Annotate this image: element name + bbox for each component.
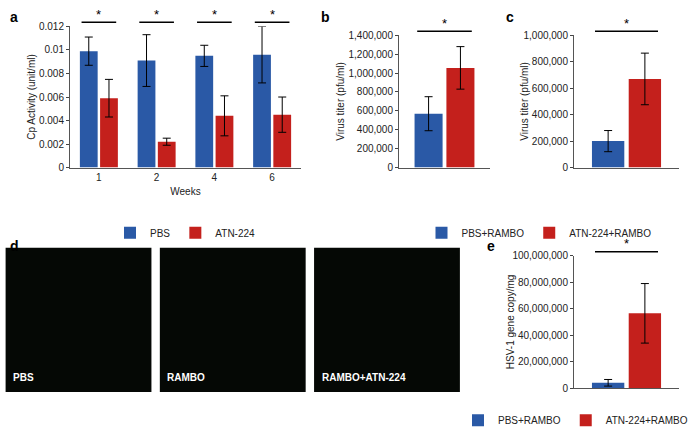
svg-text:RAMBO: RAMBO (167, 372, 205, 383)
svg-text:40,000,000: 40,000,000 (518, 330, 568, 341)
svg-text:0.01: 0.01 (45, 44, 65, 55)
svg-text:0: 0 (562, 162, 568, 173)
svg-text:ATN-224: ATN-224 (215, 228, 255, 239)
svg-text:a: a (10, 9, 18, 25)
svg-text:ATN-224+RAMBO: ATN-224+RAMBO (569, 228, 651, 239)
svg-text:1,000,000: 1,000,000 (349, 68, 394, 79)
svg-text:PBS: PBS (150, 228, 170, 239)
svg-text:0: 0 (58, 162, 64, 173)
svg-text:c: c (506, 9, 514, 25)
svg-text:100,000,000: 100,000,000 (512, 250, 568, 261)
svg-text:800,000: 800,000 (357, 86, 394, 97)
svg-text:800,000: 800,000 (532, 56, 569, 67)
svg-text:b: b (321, 9, 330, 25)
svg-text:400,000: 400,000 (357, 124, 394, 135)
svg-text:e: e (487, 238, 495, 254)
svg-text:Virus titer (pfu/ml): Virus titer (pfu/ml) (519, 62, 530, 141)
svg-text:2: 2 (154, 172, 160, 183)
svg-text:200,000: 200,000 (357, 143, 394, 154)
svg-text:PBS: PBS (13, 372, 34, 383)
svg-text:Virus titer (pfu/ml): Virus titer (pfu/ml) (336, 62, 347, 141)
svg-text:*: * (442, 16, 447, 31)
svg-text:*: * (624, 16, 629, 31)
svg-text:0: 0 (387, 162, 393, 173)
svg-text:0.002: 0.002 (39, 139, 64, 150)
svg-text:*: * (212, 7, 217, 22)
svg-text:600,000: 600,000 (532, 83, 569, 94)
svg-text:0.006: 0.006 (39, 92, 64, 103)
svg-text:1,000,000: 1,000,000 (524, 30, 569, 41)
svg-text:Weeks: Weeks (170, 186, 200, 197)
svg-text:*: * (624, 236, 629, 251)
svg-text:600,000: 600,000 (357, 105, 394, 116)
svg-text:PBS+RAMBO: PBS+RAMBO (498, 415, 561, 426)
svg-text:Cp Activity (unit/ml): Cp Activity (unit/ml) (26, 54, 37, 140)
svg-text:PBS+RAMBO: PBS+RAMBO (462, 228, 525, 239)
svg-text:HSV-1 gene copy/mg: HSV-1 gene copy/mg (505, 275, 516, 370)
svg-text:1,400,000: 1,400,000 (349, 30, 394, 41)
svg-text:1,200,000: 1,200,000 (349, 49, 394, 60)
svg-text:*: * (154, 7, 159, 22)
svg-text:200,000: 200,000 (532, 136, 569, 147)
svg-text:RAMBO+ATN-224: RAMBO+ATN-224 (322, 372, 406, 383)
svg-text:1: 1 (96, 172, 102, 183)
svg-text:*: * (270, 7, 275, 22)
svg-text:0.012: 0.012 (39, 21, 64, 32)
svg-text:6: 6 (269, 172, 275, 183)
svg-text:0.004: 0.004 (39, 115, 64, 126)
svg-text:d: d (10, 238, 19, 254)
svg-text:0: 0 (562, 383, 568, 394)
svg-text:20,000,000: 20,000,000 (518, 356, 568, 367)
svg-text:4: 4 (212, 172, 218, 183)
svg-text:60,000,000: 60,000,000 (518, 303, 568, 314)
svg-text:ATN-224+RAMBO: ATN-224+RAMBO (606, 415, 688, 426)
svg-text:*: * (96, 7, 101, 22)
svg-text:80,000,000: 80,000,000 (518, 277, 568, 288)
svg-text:400,000: 400,000 (532, 109, 569, 120)
svg-text:0.008: 0.008 (39, 68, 64, 79)
